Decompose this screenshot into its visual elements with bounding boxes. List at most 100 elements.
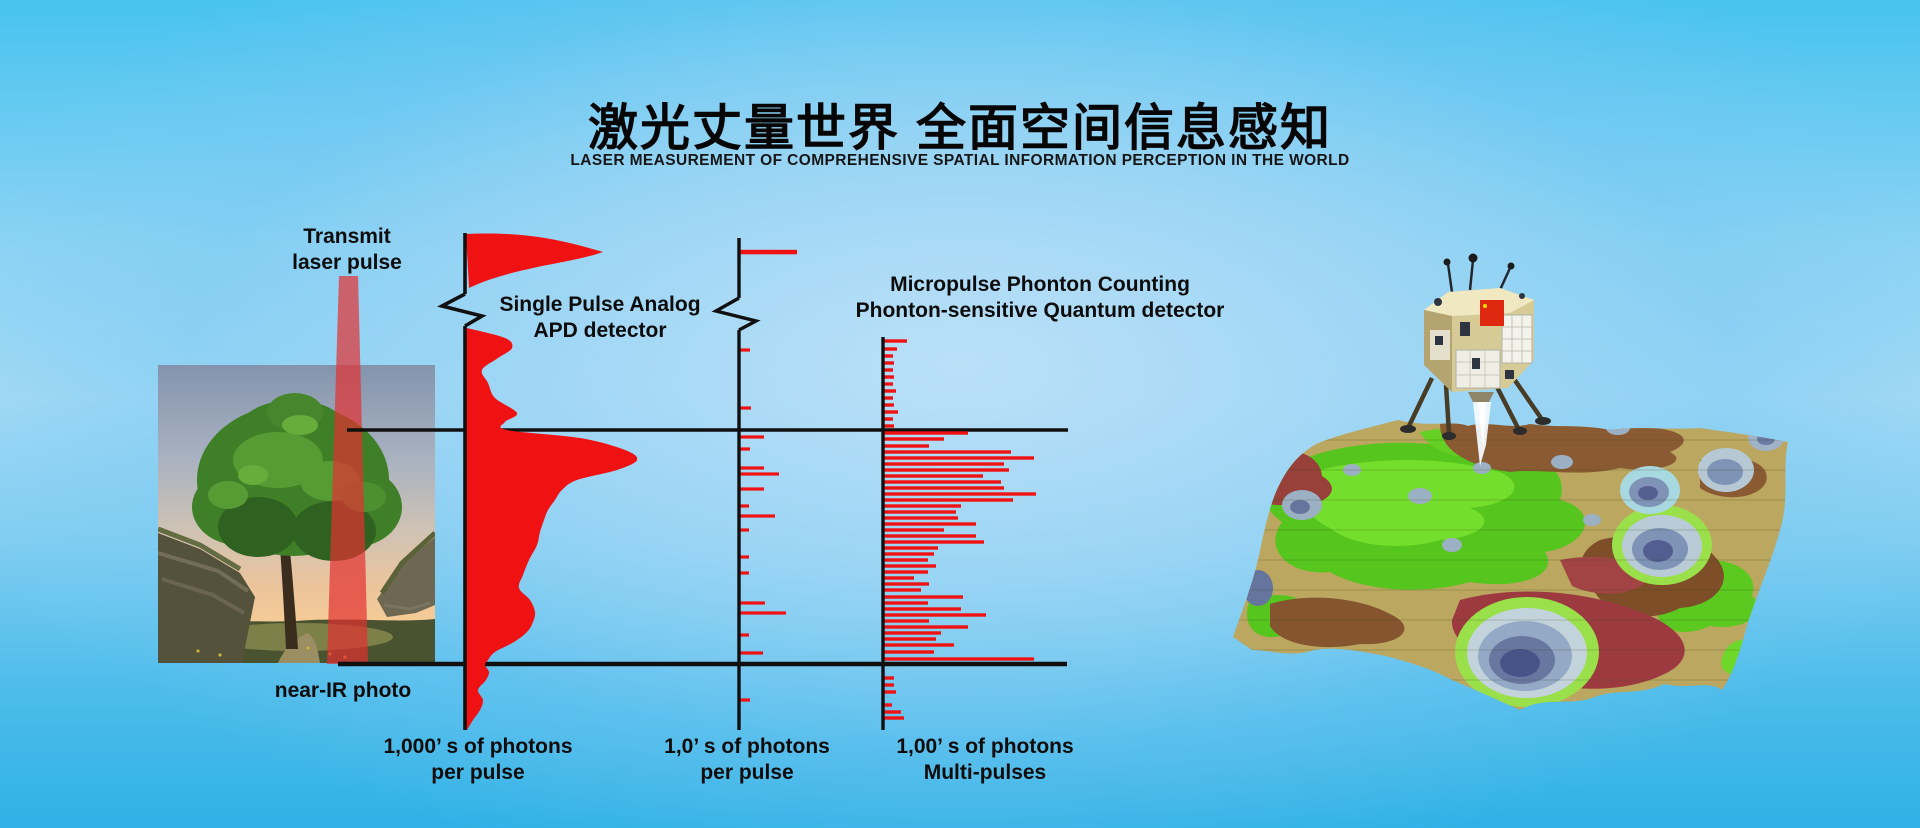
scanline-texture [1233, 439, 1788, 681]
signal-bar [740, 601, 765, 605]
axis2-label: 1,0’ s of photons per pulse [664, 735, 830, 784]
signal-bar [884, 354, 893, 358]
signal-bar [884, 607, 961, 611]
signal-bar [884, 389, 896, 393]
signal-bar [740, 611, 786, 615]
page-title: 激光丈量世界 全面空间信息感知 [588, 99, 1332, 156]
signal-bar [740, 571, 749, 575]
return-waveform [465, 328, 638, 730]
signal-bar [884, 601, 928, 605]
signal-bar [884, 516, 958, 520]
signal-bar [884, 703, 892, 707]
signal-bar [884, 613, 986, 617]
signal-bar [740, 528, 749, 532]
signal-bar [884, 437, 944, 441]
signal-bar [884, 564, 936, 568]
signal-bar [884, 522, 976, 526]
signal-bar [884, 375, 894, 379]
signal-bar [740, 406, 751, 410]
photon-count-chart [711, 238, 797, 730]
signal-bar [884, 716, 904, 720]
signal-bar [740, 504, 749, 508]
signal-bar [884, 492, 1036, 496]
lander-antennas [1446, 259, 1512, 293]
signal-bar [740, 487, 764, 491]
signal-bar [884, 462, 1004, 466]
signal-bar [884, 339, 907, 343]
axis3-label: 1,00’ s of photons Multi-pulses [896, 735, 1074, 784]
signal-bar [884, 403, 894, 407]
signal-bar [884, 576, 914, 580]
signal-bar [740, 348, 750, 352]
signal-bar [884, 368, 893, 372]
lunar-lander [1400, 253, 1551, 466]
signal-bar [884, 657, 1034, 661]
signal-bar [884, 361, 894, 365]
near-ir-photo-image [158, 365, 435, 663]
signal-bar [884, 690, 896, 694]
lander-panels [1430, 314, 1533, 389]
signal-bar [884, 444, 929, 448]
signal-bar [884, 486, 1004, 490]
axis-2-break [711, 296, 761, 332]
tree-photo-graphic [158, 365, 435, 663]
signal-bar [884, 396, 893, 400]
signal-bar [884, 456, 1034, 460]
signal-bar [740, 435, 764, 439]
lander-feet [1400, 417, 1551, 440]
crater-upper-right [1620, 466, 1680, 514]
page-subtitle: LASER MEASUREMENT OF COMPREHENSIVE SPATI… [570, 152, 1350, 169]
signal-bar [884, 347, 897, 351]
signal-bar [740, 472, 779, 476]
lander-nozzle [1468, 392, 1494, 404]
laser-beam [327, 276, 368, 664]
signal-bar [884, 595, 963, 599]
signal-bar [884, 504, 961, 508]
signal-bar [884, 417, 893, 421]
signal-bar [884, 510, 956, 514]
signal-bar [884, 650, 934, 654]
altimeter-beam-core [1478, 402, 1486, 448]
signal-bar [884, 468, 1009, 472]
multi-pulse-histogram-chart [881, 337, 1036, 730]
signal-bar [884, 710, 901, 714]
signal-bar [884, 588, 921, 592]
signal-bar [884, 558, 928, 562]
signal-bar [884, 498, 1013, 502]
small-mounds [1243, 421, 1630, 606]
signal-bar [884, 676, 894, 680]
crater-large [1455, 597, 1599, 707]
signal-bar [740, 698, 750, 702]
transmit-laser-pulse-label: Transmit laser pulse [292, 225, 402, 274]
near-ir-photo-label: near-IR photo [274, 679, 412, 702]
detector3-title: Micropulse Phonton Counting Phonton-sens… [855, 273, 1225, 322]
signal-bar [884, 619, 929, 623]
transmit-pulse-blob [466, 233, 603, 288]
signal-bar [740, 633, 749, 637]
crater-right [1612, 505, 1712, 585]
signal-bar [884, 570, 928, 574]
signal-bar [884, 528, 944, 532]
axis1-label: 1,000’ s of photons per pulse [383, 735, 573, 784]
lander-instruments [1434, 293, 1525, 379]
signal-bar [740, 249, 797, 255]
signal-bar [884, 431, 968, 435]
signal-bar [884, 480, 1001, 484]
signal-bar [740, 555, 749, 559]
apd-analog-chart [436, 233, 638, 730]
signal-bar [884, 637, 936, 641]
lander-legs [1406, 374, 1543, 434]
signal-bar [884, 582, 929, 586]
signal-bar [884, 410, 898, 414]
signal-bar [740, 514, 775, 518]
signal-bar [884, 552, 934, 556]
signal-bar [884, 540, 984, 544]
signal-bar [884, 534, 976, 538]
signal-bar [884, 683, 894, 687]
detector1-title: Single Pulse Analog APD detector [499, 293, 701, 342]
signal-bar [740, 466, 764, 470]
signal-bar [884, 546, 938, 550]
